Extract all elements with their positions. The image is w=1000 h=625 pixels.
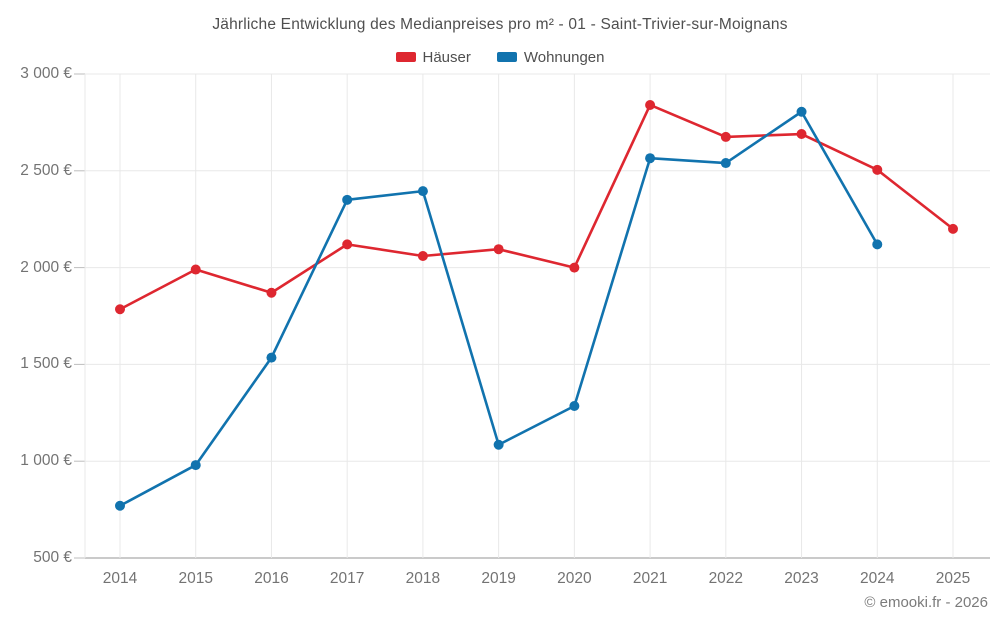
- legend-label-haeuser: Häuser: [422, 48, 471, 66]
- legend-item-wohnungen: Wohnungen: [496, 48, 605, 66]
- data-point-häuser-2017: [342, 239, 353, 250]
- legend-item-haeuser: Häuser: [395, 48, 471, 66]
- data-point-häuser-2021: [645, 99, 656, 110]
- data-point-wohnungen-2017: [342, 194, 353, 205]
- data-point-wohnungen-2018: [417, 186, 428, 197]
- data-point-wohnungen-2023: [796, 106, 807, 117]
- data-point-häuser-2016: [266, 287, 277, 298]
- haeuser-swatch: [395, 52, 416, 62]
- data-point-häuser-2014: [115, 304, 125, 315]
- data-point-wohnungen-2021: [645, 153, 656, 164]
- series-line-häuser: [118, 103, 955, 311]
- data-point-wohnungen-2015: [190, 460, 201, 471]
- copyright-credit: © emooki.fr - 2026: [864, 594, 988, 611]
- data-point-wohnungen-2016: [266, 352, 277, 363]
- data-point-wohnungen-2014: [115, 500, 125, 511]
- data-point-häuser-2025: [948, 223, 958, 234]
- data-point-häuser-2015: [190, 264, 201, 275]
- data-point-wohnungen-2024: [872, 239, 883, 250]
- data-point-häuser-2019: [493, 244, 504, 255]
- wohnungen-swatch: [496, 52, 517, 62]
- data-point-häuser-2024: [872, 164, 883, 175]
- data-point-wohnungen-2020: [569, 401, 580, 412]
- data-point-häuser-2018: [417, 250, 428, 261]
- legend-label-wohnungen: Wohnungen: [523, 48, 605, 66]
- data-point-wohnungen-2022: [720, 158, 731, 169]
- data-point-häuser-2022: [720, 131, 731, 142]
- data-point-wohnungen-2019: [493, 439, 504, 450]
- data-point-häuser-2020: [569, 262, 580, 273]
- data-point-häuser-2023: [796, 129, 807, 140]
- chart-title: Jährliche Entwicklung des Medianpreises …: [212, 16, 788, 33]
- legend: Häuser Wohnungen: [0, 48, 1000, 66]
